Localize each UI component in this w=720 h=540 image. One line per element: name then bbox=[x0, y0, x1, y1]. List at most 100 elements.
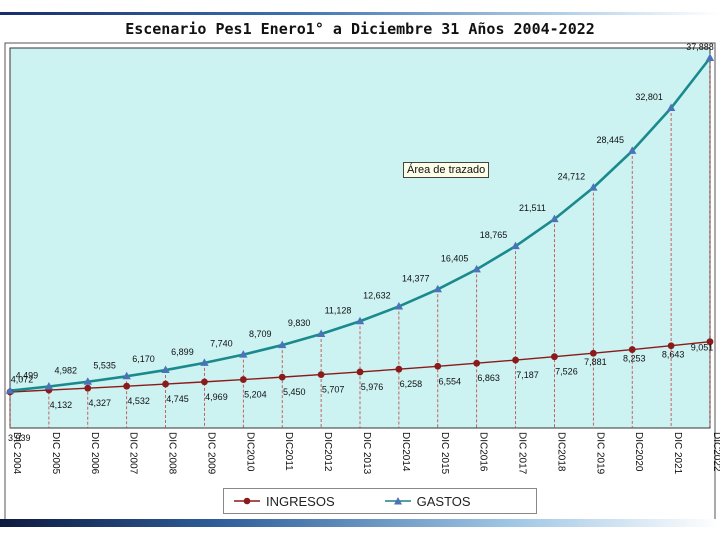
ingresos-point bbox=[162, 380, 169, 388]
x-tick-label: DIC 2007 bbox=[128, 432, 139, 475]
gastos-data-label: 14,377 bbox=[402, 273, 430, 283]
ingresos-data-label: 4,532 bbox=[127, 396, 150, 406]
ingresos-point bbox=[239, 376, 247, 383]
gastos-data-label: 16,405 bbox=[441, 253, 469, 263]
ingresos-data-label: 6,863 bbox=[477, 373, 500, 383]
ingresos-data-label: 4,132 bbox=[50, 400, 73, 410]
top-decoration-bar bbox=[0, 0, 720, 15]
point-labels: 3,939 4,132 4,327 4,532 4,745 4,969 5,204 5,450… bbox=[8, 42, 714, 443]
ingresos-point bbox=[317, 371, 325, 379]
legend-entry-gastos: GASTOS bbox=[384, 493, 471, 509]
legend-line-circle-icon bbox=[234, 497, 260, 505]
ingresos-point bbox=[434, 362, 442, 370]
ingresos-data-label: 7,881 bbox=[584, 357, 607, 367]
legend-line-triangle-icon bbox=[384, 497, 411, 505]
x-tick-label: DIC 2005 bbox=[50, 432, 61, 475]
gastos-point bbox=[83, 377, 92, 385]
ingresos-data-label: 7,187 bbox=[516, 370, 539, 380]
x-axis-tick-labels: DIC 2004 DIC 2005 DIC 2006 DIC 2007 DIC 2008… bbox=[11, 432, 720, 475]
gastos-data-label: 37,888 bbox=[686, 42, 714, 52]
ingresos-data-label: 9,051 bbox=[691, 343, 714, 353]
gastos-data-label: 12,632 bbox=[363, 290, 391, 300]
ingresos-point bbox=[706, 338, 714, 346]
x-tick-label: DIC 2017 bbox=[517, 432, 528, 475]
ingresos-point bbox=[123, 382, 131, 390]
gastos-point bbox=[472, 264, 481, 273]
x-tick-label: DIC 2019 bbox=[594, 432, 605, 475]
gastos-data-label: 9,830 bbox=[288, 318, 311, 328]
ingresos-point bbox=[512, 356, 519, 364]
ingresos-data-label: 4,969 bbox=[205, 392, 228, 402]
series-markers bbox=[5, 53, 715, 396]
gastos-point bbox=[200, 358, 209, 366]
ingresos-data-label: 8,253 bbox=[623, 354, 646, 364]
gastos-data-label: 11,128 bbox=[325, 305, 352, 315]
gastos-data-label: 5,535 bbox=[93, 360, 116, 370]
x-tick-label: DIC 2013 bbox=[361, 432, 372, 475]
gastos-data-label: 21,511 bbox=[519, 203, 546, 213]
gastos-point bbox=[433, 284, 442, 293]
x-tick-label: DIC2016 bbox=[478, 432, 489, 472]
ingresos-data-label: 4,327 bbox=[89, 398, 112, 408]
gastos-data-label: 6,899 bbox=[171, 347, 194, 357]
gastos-point bbox=[705, 53, 715, 61]
x-tick-label: DIC2010 bbox=[244, 432, 255, 472]
ingresos-data-label: 6,554 bbox=[439, 376, 462, 386]
ingresos-data-label: 5,204 bbox=[244, 390, 267, 400]
ingresos-point bbox=[473, 359, 481, 367]
x-tick-label: DIC 2021 bbox=[672, 432, 683, 475]
ingresos-data-label: 4,745 bbox=[166, 394, 189, 404]
ingresos-data-label: 8,643 bbox=[662, 350, 685, 360]
gastos-point bbox=[5, 386, 15, 394]
gastos-point bbox=[666, 103, 676, 112]
gastos-point bbox=[278, 340, 287, 349]
gastos-point bbox=[511, 241, 520, 250]
gastos-point bbox=[394, 301, 404, 310]
x-tick-label: DIC 2004 bbox=[11, 432, 22, 475]
ingresos-point bbox=[84, 384, 92, 392]
gastos-point bbox=[316, 329, 326, 338]
ingresos-point bbox=[395, 365, 403, 373]
gastos-point bbox=[628, 146, 637, 154]
gastos-data-label: 8,709 bbox=[249, 329, 272, 339]
chart-title: Escenario Pes1 Enero1° a Diciembre 31 Añ… bbox=[125, 20, 595, 38]
x-tick-label: DIC 2015 bbox=[439, 432, 450, 475]
gastos-data-label: 4,499 bbox=[16, 370, 39, 380]
ingresos-point bbox=[278, 373, 286, 381]
x-tick-label: DIC2014 bbox=[400, 432, 411, 472]
plot-area-annotation: Área de trazado bbox=[403, 162, 490, 178]
x-tick-label: DIC2020 bbox=[633, 432, 644, 472]
ingresos-data-label: 7,526 bbox=[555, 367, 578, 377]
x-tick-label: DIC2022 bbox=[711, 432, 720, 472]
x-tick-label: DIC2012 bbox=[322, 432, 333, 472]
ingresos-point bbox=[628, 346, 636, 353]
ingresos-data-label: 5,707 bbox=[322, 385, 345, 395]
legend-label-gastos: GASTOS bbox=[416, 493, 471, 509]
gastos-data-label: 18,765 bbox=[480, 230, 508, 240]
ingresos-data-label: 3,939 bbox=[8, 433, 31, 443]
gastos-data-label: 28,445 bbox=[596, 135, 624, 145]
gastos-point bbox=[44, 381, 54, 390]
gastos-point bbox=[161, 365, 170, 374]
ingresos-point bbox=[667, 342, 675, 350]
gastos-data-label: 4,072 bbox=[11, 375, 34, 385]
gastos-point bbox=[239, 350, 248, 358]
x-tick-label: DIC 2008 bbox=[167, 432, 178, 475]
ingresos-data-label: 6,258 bbox=[400, 379, 423, 389]
x-tick-label: DIC 2006 bbox=[89, 432, 100, 475]
gastos-data-label: 4,982 bbox=[55, 366, 78, 376]
gastos-data-label: 6,170 bbox=[132, 354, 155, 364]
gastos-point bbox=[550, 214, 559, 223]
gastos-data-label: 32,801 bbox=[635, 92, 663, 102]
bottom-decoration-bar bbox=[0, 519, 720, 527]
gastos-data-label: 24,712 bbox=[558, 172, 586, 182]
legend-entry-ingresos: INGRESOS bbox=[234, 494, 335, 509]
ingresos-point bbox=[589, 349, 597, 357]
x-tick-label: DIC2018 bbox=[555, 432, 566, 472]
gastos-data-label: 7,740 bbox=[210, 339, 233, 349]
x-tick-label: DIC 2009 bbox=[205, 432, 216, 475]
chart-legend: INGRESOS GASTOS bbox=[223, 488, 537, 514]
ingresos-point bbox=[551, 353, 558, 361]
ingresos-data-label: 5,976 bbox=[361, 382, 384, 392]
